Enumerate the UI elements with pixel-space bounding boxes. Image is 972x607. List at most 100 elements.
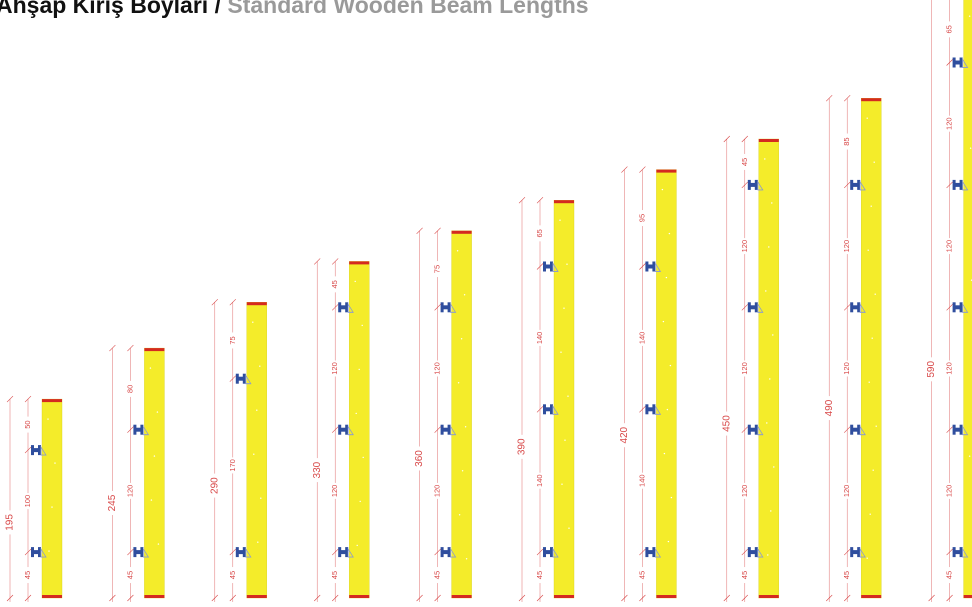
dimension-tick: [313, 258, 321, 265]
dimension-tick: [211, 298, 219, 306]
segment-length-label: 120: [945, 362, 954, 375]
beam-clamp-icon: [747, 547, 764, 558]
dimension-tick: [127, 594, 134, 602]
dimension-tick: [536, 548, 544, 556]
dimension-tick: [434, 227, 441, 235]
beam-texture-dot: [772, 334, 774, 336]
beam-texture-dot: [149, 367, 152, 369]
beam-clamp-icon: [850, 424, 866, 436]
beam-clamp-icon: [747, 424, 764, 436]
dimension-tick: [946, 181, 953, 189]
total-length-label: 360: [414, 450, 425, 467]
dimension-tick: [741, 594, 749, 602]
segment-length-label: 140: [535, 332, 544, 345]
segment-length-label: 65: [945, 25, 954, 33]
beam-top-cap: [451, 230, 472, 234]
beam-top-cap: [758, 139, 779, 142]
beam-texture-dot: [361, 324, 363, 327]
beam-texture-dot: [871, 337, 873, 339]
beam-clamp-icon: [543, 547, 559, 558]
beam-body: [963, 0, 972, 599]
dimension-tick: [843, 594, 851, 602]
beam-top-cap: [554, 200, 574, 204]
dimension-tick: [946, 304, 953, 311]
dimension-tick: [639, 263, 646, 270]
dimension-tick: [229, 594, 237, 602]
total-length-label: 490: [824, 399, 835, 416]
beam-clamp-icon: [645, 547, 662, 558]
beam-clamp-icon: [133, 424, 150, 436]
beam-clamp-icon: [645, 261, 662, 272]
beam-texture-dot: [766, 422, 768, 424]
beam-texture-dot: [465, 558, 468, 560]
beam-texture-dot: [670, 496, 673, 499]
beam-texture-dot: [48, 550, 50, 552]
beam-clamp-icon: [440, 424, 457, 436]
beam-texture-dot: [561, 483, 563, 485]
segment-length-label: 45: [637, 571, 646, 579]
beam-195: 195 45 100 50: [4, 395, 63, 602]
beam-clamp-icon: [235, 373, 252, 385]
beam-texture-dot: [770, 510, 772, 512]
beam-top-cap: [349, 261, 370, 265]
beam-clamp-icon: [850, 179, 866, 191]
beam-texture-dot: [665, 276, 668, 279]
beam-clamp-icon: [645, 404, 662, 415]
dimension-tick: [825, 594, 833, 602]
dimension-tick: [536, 594, 544, 602]
beam-body: [246, 302, 268, 599]
beam-texture-dot: [875, 425, 877, 427]
beam-bottom-cap: [42, 595, 62, 598]
beam-clamp-icon: [338, 424, 354, 436]
beam-bottom-cap: [349, 595, 370, 598]
beam-texture-dot: [47, 418, 49, 420]
dimension-tick: [723, 135, 731, 143]
beam-clamp-icon: [543, 261, 559, 272]
segment-length-label: 120: [433, 362, 442, 375]
beam-texture-dot: [872, 469, 874, 471]
segment-length-label: 120: [945, 117, 954, 130]
beam-top-cap: [246, 302, 267, 306]
dimension-tick: [331, 548, 339, 556]
dimension-tick: [229, 548, 237, 556]
beam-bottom-cap: [758, 595, 779, 598]
segment-length-label: 45: [740, 158, 749, 166]
dimension-tick: [741, 135, 749, 143]
segment-length-label: 120: [842, 362, 851, 375]
beam-texture-dot: [150, 499, 153, 501]
dimension-tick: [211, 594, 219, 602]
segment-length-label: 140: [637, 474, 646, 487]
beam-texture-dot: [663, 452, 666, 455]
segment-length-label: 80: [125, 385, 134, 393]
dimension-tick: [536, 263, 544, 270]
beam-360: 360 45 120 120 75: [413, 227, 472, 602]
segment-length-label: 120: [842, 485, 851, 498]
total-length-label: 390: [517, 438, 528, 455]
beam-clamp-icon: [31, 445, 47, 456]
beam-texture-dot: [456, 250, 459, 252]
beam-texture-dot: [563, 307, 565, 309]
beam-body: [144, 347, 165, 599]
beam-top-cap: [656, 169, 677, 173]
segment-length-label: 140: [535, 474, 544, 487]
segment-length-label: 50: [23, 420, 32, 428]
beam-490: 490 45 120 120 120 85: [823, 94, 882, 602]
dimension-tick: [741, 304, 749, 311]
beam-clamp-icon: [338, 302, 354, 313]
beam-texture-dot: [464, 426, 467, 428]
segment-length-label: 45: [842, 571, 851, 579]
dimension-tick: [928, 594, 935, 602]
beam-clamp-icon: [440, 302, 457, 313]
beam-texture-dot: [870, 205, 872, 207]
beam-texture-dot: [259, 365, 261, 367]
beam-texture-dot: [362, 456, 364, 459]
beam-texture-dot: [256, 409, 258, 411]
beam-clamp-icon: [31, 547, 47, 558]
segment-length-label: 95: [637, 214, 646, 222]
segment-length-label: 85: [842, 137, 851, 145]
segment-length-label: 45: [945, 571, 954, 579]
segment-length-label: 45: [535, 571, 544, 579]
dimension-tick: [723, 594, 731, 602]
beam-texture-dot: [153, 455, 156, 457]
beam-450: 450 45 120 120 120 45: [720, 135, 779, 602]
